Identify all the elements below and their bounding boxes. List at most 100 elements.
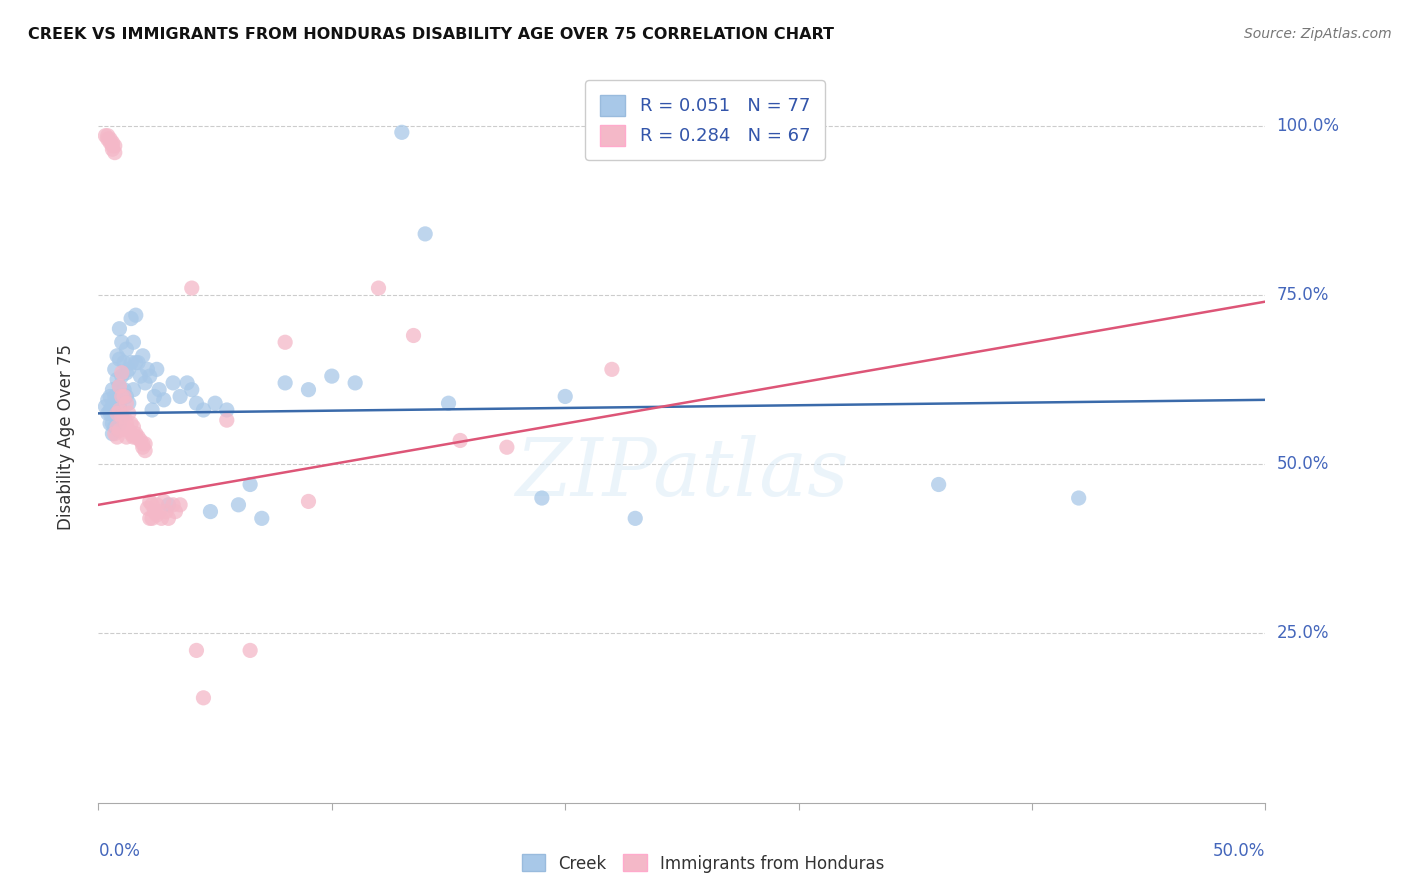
Text: 0.0%: 0.0% [98,842,141,860]
Point [186,396,208,410]
Point [176,376,198,390]
Point [111,389,134,403]
Point [115,430,138,444]
Point [105,430,128,444]
Point [122,420,145,434]
Point [111,335,134,350]
Point [139,511,162,525]
Point [101,383,124,397]
Point [97,128,120,143]
Point [146,508,169,522]
Point [169,389,191,403]
Point [104,420,127,434]
Point [125,430,148,444]
Point [165,505,187,519]
Point [111,409,134,424]
Point [228,498,250,512]
Point [98,132,121,146]
Point [136,362,159,376]
Point [101,417,124,431]
Point [97,392,120,407]
Point [108,403,131,417]
Text: 50.0%: 50.0% [1277,455,1329,473]
Point [141,403,163,417]
Point [134,437,156,451]
Point [101,142,124,156]
Point [101,136,124,150]
Point [108,352,131,367]
Point [134,443,156,458]
Point [115,417,138,431]
Point [200,505,222,519]
Legend: R = 0.051   N = 77, R = 0.284   N = 67: R = 0.051 N = 77, R = 0.284 N = 67 [585,80,824,160]
Point [112,383,135,397]
Point [204,396,226,410]
Point [129,434,152,448]
Point [105,372,128,386]
Text: ZIPatlas: ZIPatlas [515,435,849,512]
Point [127,430,149,444]
Point [344,376,367,390]
Point [108,417,131,431]
Point [125,355,148,369]
Point [150,511,173,525]
Point [141,511,163,525]
Point [98,403,121,417]
Point [105,406,128,420]
Point [297,383,319,397]
Point [111,389,134,403]
Point [321,369,343,384]
Point [118,362,141,376]
Point [162,376,184,390]
Point [98,389,121,403]
Point [157,498,180,512]
Point [94,400,117,414]
Point [122,430,145,444]
Point [94,128,117,143]
Point [105,349,128,363]
Point [118,423,141,437]
Point [112,409,135,424]
Point [141,498,163,512]
Point [122,383,145,397]
Point [127,355,149,369]
Point [111,366,134,380]
Point [104,139,127,153]
Point [108,400,131,414]
Text: Source: ZipAtlas.com: Source: ZipAtlas.com [1244,27,1392,41]
Point [193,690,215,705]
Point [449,434,471,448]
Point [101,426,124,441]
Point [101,139,124,153]
Point [215,403,238,417]
Point [186,643,208,657]
Point [928,477,950,491]
Point [120,311,142,326]
Point [120,426,142,441]
Point [162,498,184,512]
Point [129,369,152,384]
Point [120,417,142,431]
Point [139,369,162,384]
Point [155,505,177,519]
Point [111,409,134,424]
Point [108,423,131,437]
Point [134,376,156,390]
Point [402,328,425,343]
Point [157,511,180,525]
Point [132,437,155,451]
Text: CREEK VS IMMIGRANTS FROM HONDURAS DISABILITY AGE OVER 75 CORRELATION CHART: CREEK VS IMMIGRANTS FROM HONDURAS DISABI… [28,27,834,42]
Point [152,494,174,508]
Point [132,349,155,363]
Point [115,396,138,410]
Point [624,511,647,525]
Point [98,417,121,431]
Point [97,406,120,420]
Point [169,498,191,512]
Point [104,426,127,441]
Point [146,498,169,512]
Text: 100.0%: 100.0% [1277,117,1340,135]
Point [97,132,120,146]
Point [112,355,135,369]
Point [180,383,202,397]
